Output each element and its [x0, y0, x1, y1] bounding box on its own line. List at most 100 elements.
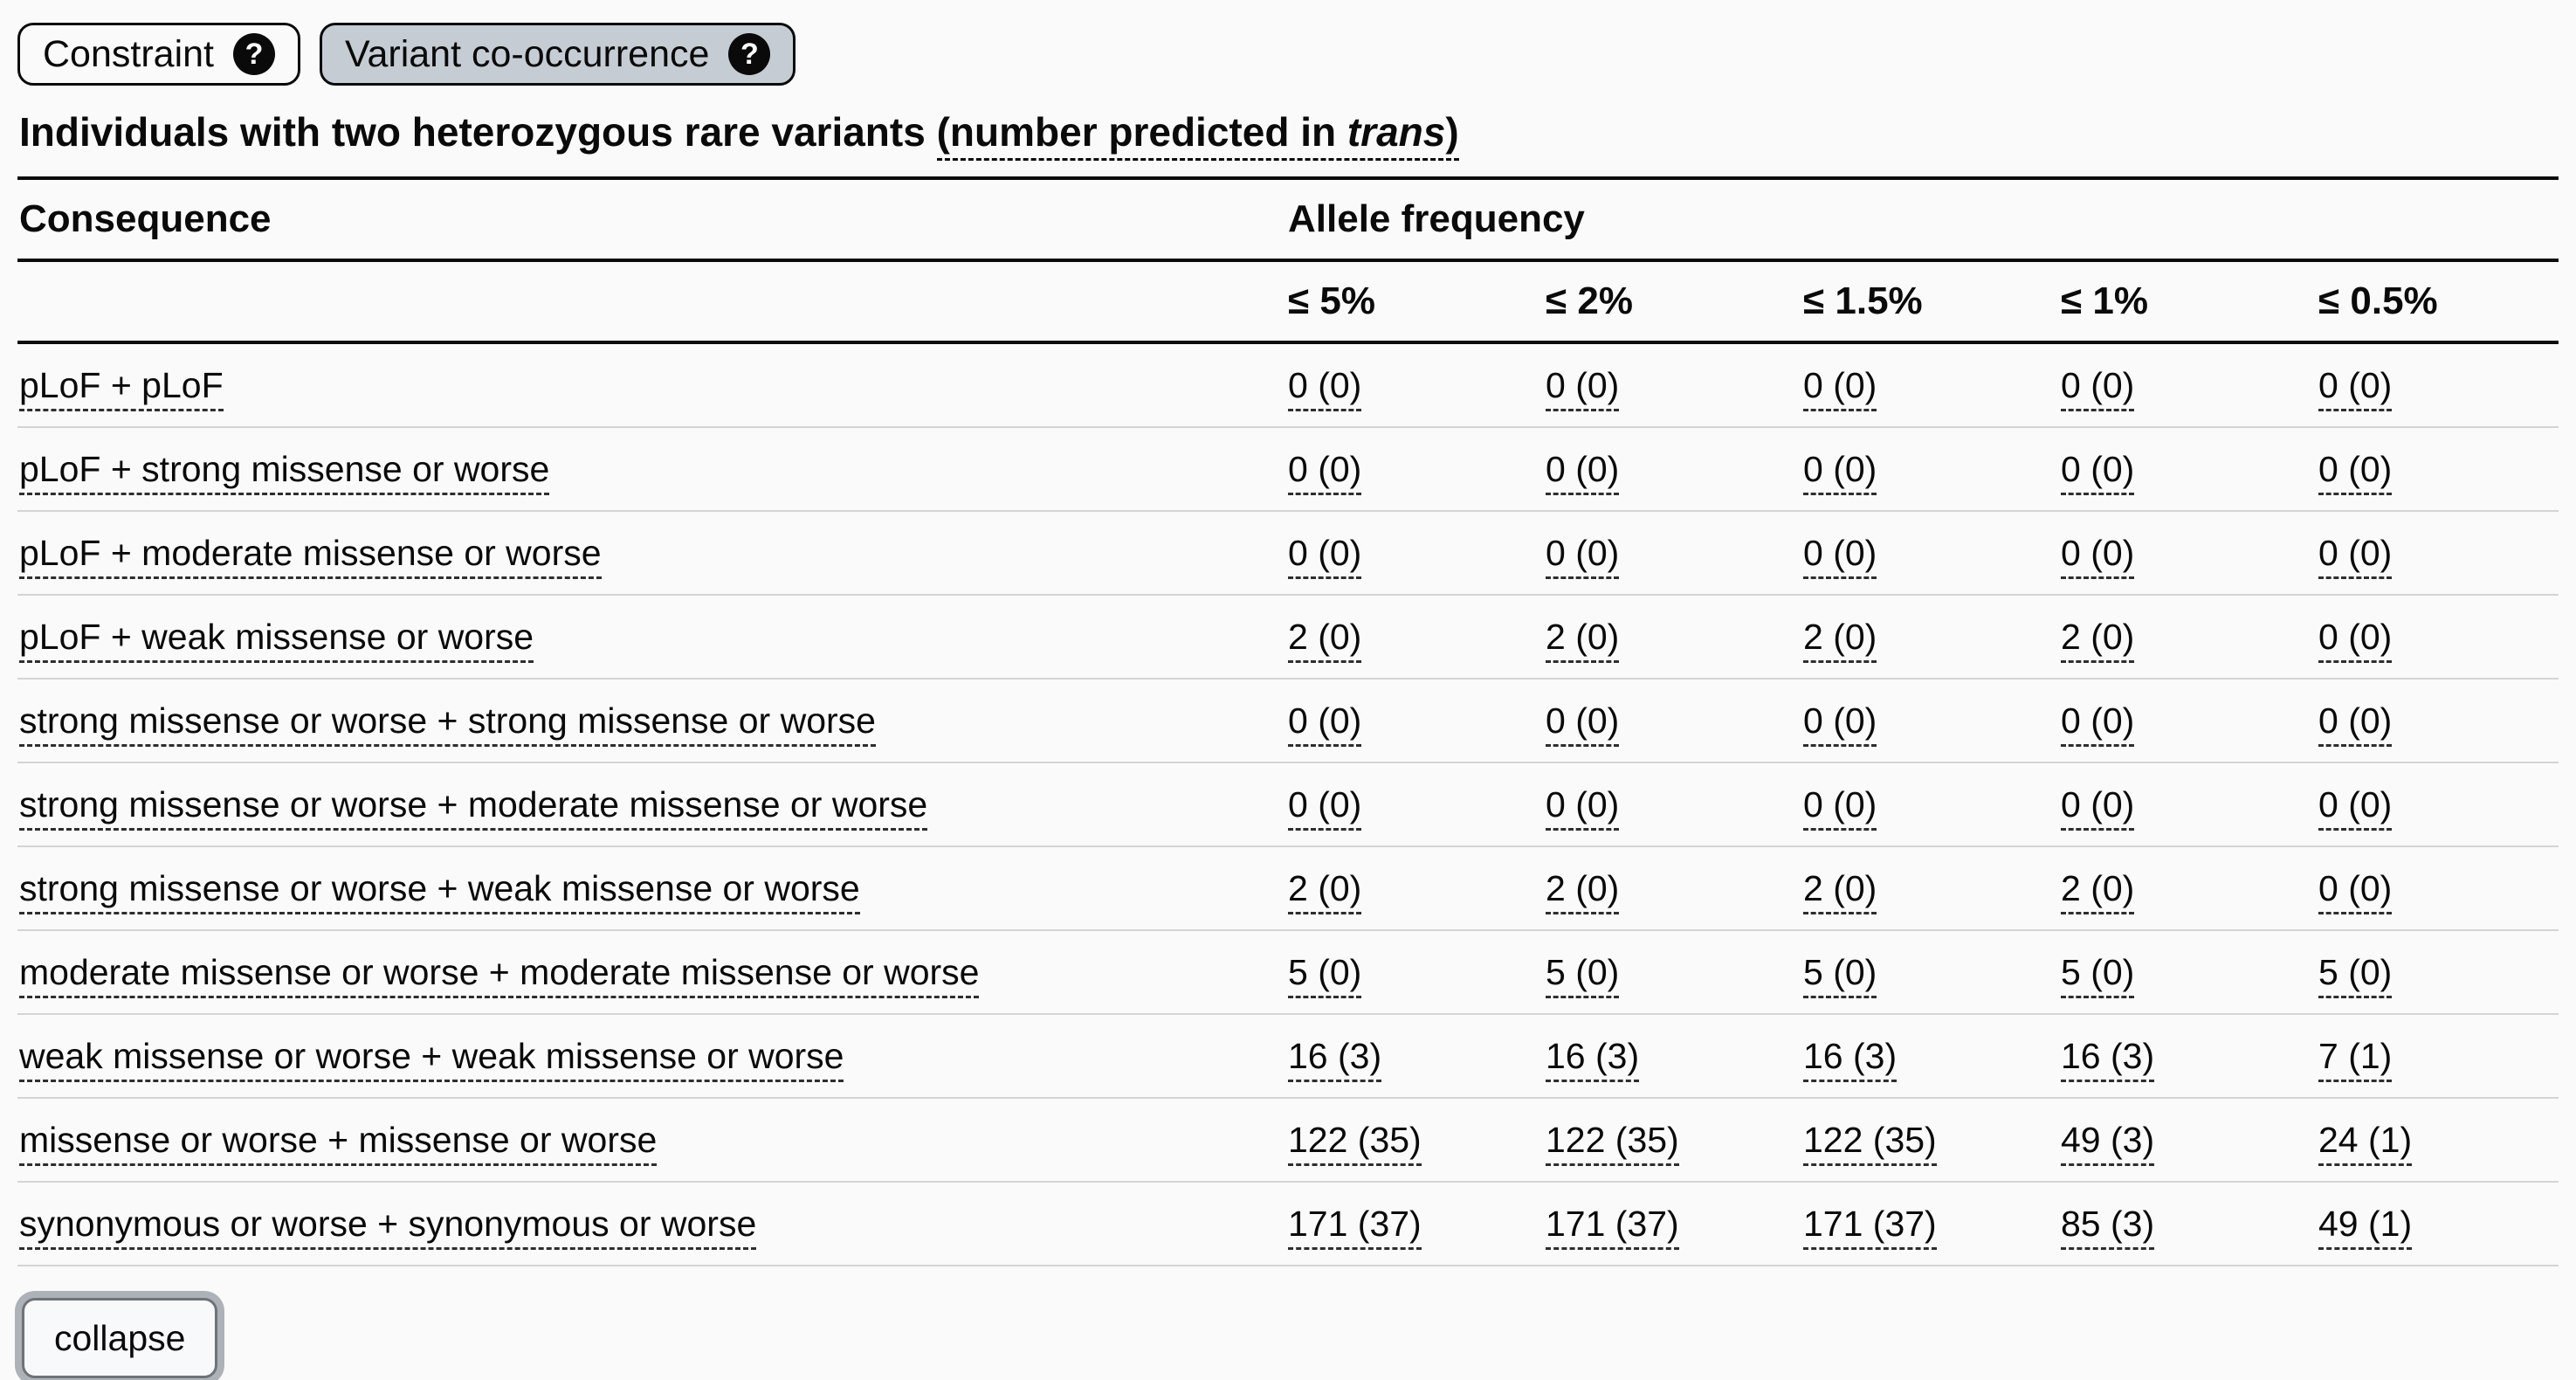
count-value[interactable]: 0 (0)	[2318, 533, 2393, 579]
count-value[interactable]: 0 (0)	[1546, 365, 1620, 411]
count-value[interactable]: 2 (0)	[2061, 868, 2135, 914]
count-value[interactable]: 0 (0)	[1546, 533, 1620, 579]
count-cell: 2 (0)	[1282, 846, 1539, 930]
count-cell: 122 (35)	[1797, 1098, 2055, 1182]
count-value[interactable]: 0 (0)	[2061, 784, 2135, 831]
heading-tooltip-text[interactable]: (number predicted in trans)	[936, 109, 1459, 161]
table-row: pLoF + moderate missense or worse 0 (0) 0 …	[17, 511, 2559, 595]
count-cell: 2 (0)	[1282, 595, 1539, 679]
tab-constraint[interactable]: Constraint ?	[17, 23, 300, 86]
count-value[interactable]: 0 (0)	[1803, 784, 1877, 831]
collapse-button[interactable]: collapse	[22, 1298, 218, 1378]
count-cell: 171 (37)	[1539, 1182, 1797, 1266]
count-value[interactable]: 0 (0)	[1803, 449, 1877, 495]
count-value[interactable]: 0 (0)	[1288, 700, 1362, 747]
count-cell: 0 (0)	[2312, 679, 2559, 762]
table-row: strong missense or worse + weak missense…	[17, 846, 2559, 930]
count-cell: 49 (3)	[2055, 1098, 2312, 1182]
count-value[interactable]: 171 (37)	[1288, 1204, 1422, 1250]
count-value[interactable]: 0 (0)	[2061, 533, 2135, 579]
count-value[interactable]: 0 (0)	[1288, 449, 1362, 495]
count-value[interactable]: 0 (0)	[1546, 449, 1620, 495]
count-cell: 5 (0)	[1539, 930, 1797, 1014]
count-value[interactable]: 2 (0)	[1546, 868, 1620, 914]
count-value[interactable]: 122 (35)	[1803, 1120, 1937, 1166]
count-value[interactable]: 5 (0)	[2061, 952, 2135, 998]
count-value[interactable]: 49 (1)	[2318, 1204, 2413, 1250]
consequence-label[interactable]: weak missense or worse + weak missense o…	[19, 1036, 844, 1082]
column-header-2pct: ≤ 2%	[1546, 279, 1633, 322]
count-cell: 16 (3)	[1282, 1014, 1539, 1098]
consequence-cell: pLoF + strong missense or worse	[17, 427, 1282, 511]
count-value[interactable]: 85 (3)	[2061, 1204, 2155, 1250]
count-value[interactable]: 0 (0)	[1803, 533, 1877, 579]
count-value[interactable]: 0 (0)	[1803, 700, 1877, 747]
table-row: pLoF + weak missense or worse 2 (0) 2 (0) 2…	[17, 595, 2559, 679]
count-cell: 0 (0)	[2055, 679, 2312, 762]
count-value[interactable]: 0 (0)	[2318, 868, 2393, 914]
count-value[interactable]: 0 (0)	[2061, 700, 2135, 747]
count-value[interactable]: 5 (0)	[2318, 952, 2393, 998]
count-value[interactable]: 49 (3)	[2061, 1120, 2155, 1166]
count-value[interactable]: 0 (0)	[2318, 449, 2393, 495]
count-value[interactable]: 2 (0)	[1803, 617, 1877, 663]
consequence-header: Consequence	[19, 197, 272, 240]
table-row: strong missense or worse + moderate miss…	[17, 762, 2559, 846]
count-value[interactable]: 0 (0)	[1288, 784, 1362, 831]
count-value[interactable]: 16 (3)	[1803, 1036, 1898, 1082]
count-value[interactable]: 0 (0)	[1288, 365, 1362, 411]
count-value[interactable]: 0 (0)	[1546, 700, 1620, 747]
count-value[interactable]: 16 (3)	[1546, 1036, 1640, 1082]
heading-tooltip-suffix: )	[1445, 109, 1459, 155]
table-body: pLoF + pLoF 0 (0) 0 (0) 0 (0) 0 (0) 0 (0) pLoF…	[17, 342, 2559, 1266]
count-value[interactable]: 0 (0)	[1803, 365, 1877, 411]
consequence-label[interactable]: synonymous or worse + synonymous or wors…	[19, 1204, 757, 1250]
count-cell: 171 (37)	[1282, 1182, 1539, 1266]
count-value[interactable]: 2 (0)	[2061, 617, 2135, 663]
count-value[interactable]: 122 (35)	[1546, 1120, 1679, 1166]
count-value[interactable]: 7 (1)	[2318, 1036, 2393, 1082]
count-value[interactable]: 2 (0)	[1546, 617, 1620, 663]
count-value[interactable]: 122 (35)	[1288, 1120, 1422, 1166]
count-value[interactable]: 16 (3)	[2061, 1036, 2155, 1082]
count-cell: 0 (0)	[1539, 342, 1797, 427]
count-value[interactable]: 5 (0)	[1803, 952, 1877, 998]
table-row: weak missense or worse + weak missense o…	[17, 1014, 2559, 1098]
count-cell: 0 (0)	[1539, 679, 1797, 762]
count-value[interactable]: 171 (37)	[1803, 1204, 1937, 1250]
consequence-label[interactable]: strong missense or worse + strong missen…	[19, 700, 876, 747]
consequence-label[interactable]: strong missense or worse + weak missense…	[19, 868, 860, 914]
count-value[interactable]: 0 (0)	[2061, 365, 2135, 411]
count-value[interactable]: 0 (0)	[1546, 784, 1620, 831]
count-value[interactable]: 24 (1)	[2318, 1120, 2413, 1166]
consequence-cell: moderate missense or worse + moderate mi…	[17, 930, 1282, 1014]
consequence-label[interactable]: moderate missense or worse + moderate mi…	[19, 952, 980, 998]
count-value[interactable]: 5 (0)	[1288, 952, 1362, 998]
count-value[interactable]: 0 (0)	[1288, 533, 1362, 579]
consequence-label[interactable]: pLoF + pLoF	[19, 365, 224, 411]
consequence-label[interactable]: strong missense or worse + moderate miss…	[19, 784, 928, 831]
count-value[interactable]: 2 (0)	[1803, 868, 1877, 914]
consequence-label[interactable]: missense or worse + missense or worse	[19, 1120, 658, 1166]
count-cell: 2 (0)	[2055, 846, 2312, 930]
empty-header-cell	[17, 260, 1282, 342]
count-value[interactable]: 5 (0)	[1546, 952, 1620, 998]
consequence-label[interactable]: pLoF + strong missense or worse	[19, 449, 550, 495]
count-value[interactable]: 0 (0)	[2318, 784, 2393, 831]
consequence-label[interactable]: pLoF + weak missense or worse	[19, 617, 534, 663]
count-value[interactable]: 0 (0)	[2061, 449, 2135, 495]
tab-variant-cooccurrence[interactable]: Variant co-occurrence ?	[319, 23, 796, 86]
question-circle-icon[interactable]: ?	[232, 33, 275, 75]
count-value[interactable]: 171 (37)	[1546, 1204, 1679, 1250]
consequence-cell: strong missense or worse + moderate miss…	[17, 762, 1282, 846]
count-value[interactable]: 0 (0)	[2318, 700, 2393, 747]
count-value[interactable]: 0 (0)	[2318, 365, 2393, 411]
count-value[interactable]: 16 (3)	[1288, 1036, 1382, 1082]
consequence-cell: pLoF + pLoF	[17, 342, 1282, 427]
count-value[interactable]: 2 (0)	[1288, 868, 1362, 914]
question-circle-icon[interactable]: ?	[728, 33, 771, 75]
count-value[interactable]: 0 (0)	[2318, 617, 2393, 663]
count-value[interactable]: 2 (0)	[1288, 617, 1362, 663]
consequence-label[interactable]: pLoF + moderate missense or worse	[19, 533, 602, 579]
